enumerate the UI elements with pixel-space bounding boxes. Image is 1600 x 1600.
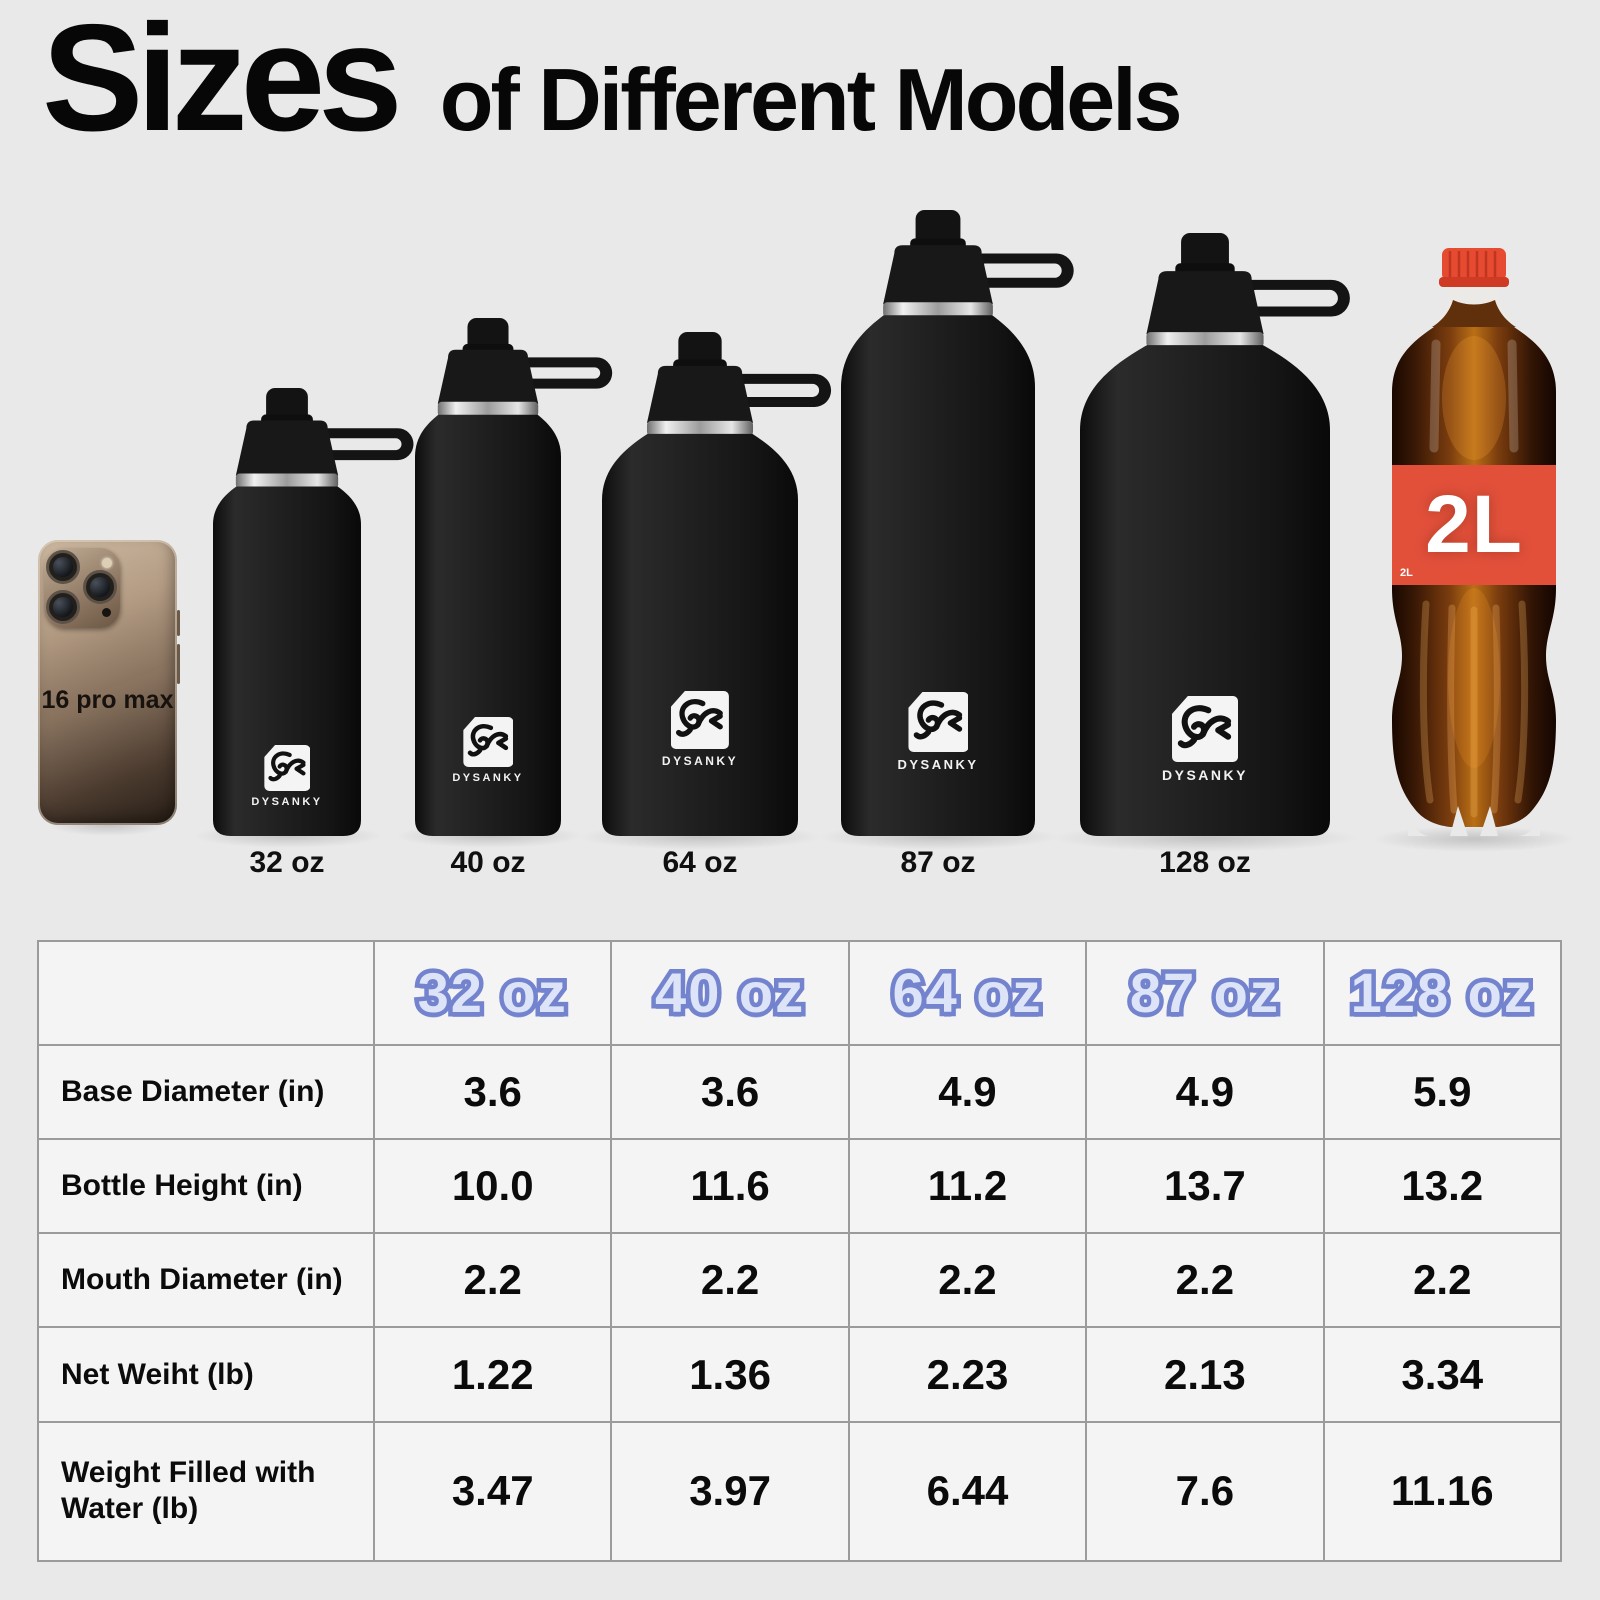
brand-logo <box>1172 696 1238 762</box>
row-label-filled-weight: Weight Filled with Water (lb) <box>37 1420 375 1563</box>
bottle-128oz: DYSANKY <box>1080 233 1350 836</box>
table-header-40oz: 40 oz 40 oz <box>610 940 850 1046</box>
brand-logo <box>907 692 968 752</box>
row-label-mouth-diameter: Mouth Diameter (in) <box>37 1232 375 1329</box>
page-title: Sizes of Different Models <box>42 0 1183 163</box>
table-cell-value: 2.2 <box>610 1232 850 1329</box>
shadow <box>1372 826 1576 852</box>
table-cell-value: 2.2 <box>1322 1232 1563 1329</box>
camera-lens-icon <box>83 570 117 604</box>
table-cell-value: 3.6 <box>372 1043 613 1141</box>
table-header-64oz: 64 oz 64 oz <box>847 940 1088 1046</box>
row-label-bottle-height: Bottle Height (in) <box>37 1138 375 1235</box>
brand-logo <box>263 745 310 791</box>
bottle-illustration <box>602 332 832 836</box>
lidar-sensor-icon <box>102 608 111 617</box>
table-cell-value: 13.7 <box>1085 1138 1325 1235</box>
row-label-base-diameter: Base Diameter (in) <box>37 1043 375 1141</box>
bottle-40oz: DYSANKY <box>415 318 613 836</box>
table-cell-value: 2.2 <box>1085 1232 1325 1329</box>
bottle-87oz: DYSANKY <box>841 210 1074 836</box>
bottle-illustration <box>415 318 613 836</box>
bottle-illustration <box>841 210 1074 836</box>
page-title-main: Sizes <box>42 0 403 163</box>
bottle-size-label-32oz: 32 oz <box>249 846 325 879</box>
table-row: Base Diameter (in) 3.6 3.6 4.9 4.9 5.9 <box>37 1043 1563 1141</box>
table-header-87oz: 87 oz 87 oz <box>1085 940 1325 1046</box>
table-cell-value: 5.9 <box>1322 1043 1563 1141</box>
table-row: Net Weiht (lb) 1.22 1.36 2.23 2.13 3.34 <box>37 1326 1563 1423</box>
table-cell-value: 2.2 <box>847 1232 1088 1329</box>
page-title-rest: of Different Models <box>439 50 1183 149</box>
table-header-32oz: 32 oz 32 oz <box>372 940 613 1046</box>
iphone-16-pro-max: 16 pro max <box>38 540 180 825</box>
size-comparison-table: 32 oz 32 oz 40 oz 40 oz 64 oz 64 oz 87 oz 87… <box>37 940 1563 1563</box>
bottle-illustration <box>1080 233 1350 836</box>
bottle-64oz: DYSANKY <box>602 332 832 836</box>
table-cell-value: 11.2 <box>847 1138 1088 1235</box>
bottle-illustration <box>213 388 414 836</box>
product-size-scene: 16 pro max DYSANKY DYSANKY DYSANKY <box>38 210 1576 879</box>
phone-side-button <box>177 610 180 636</box>
table-cell-value: 3.34 <box>1322 1326 1563 1423</box>
phone-model-label: 16 pro max <box>41 686 174 714</box>
camera-lens-icon <box>46 590 80 624</box>
table-row: Weight Filled with Water (lb) 3.47 3.97 … <box>37 1420 1563 1563</box>
camera-lens-icon <box>46 550 80 584</box>
brand-name: DYSANKY <box>1162 767 1248 783</box>
soda-size-text: 2L <box>1425 479 1523 570</box>
table-cell-value: 2.2 <box>372 1232 613 1329</box>
table-cell-value: 1.36 <box>610 1326 850 1423</box>
brand-name: DYSANKY <box>251 796 323 808</box>
table-row: Mouth Diameter (in) 2.2 2.2 2.2 2.2 2.2 <box>37 1232 1563 1329</box>
brand-logo <box>462 717 513 767</box>
camera-module <box>44 548 120 628</box>
table-cell-value: 11.16 <box>1322 1420 1563 1563</box>
bottle-size-label-87oz: 87 oz <box>900 846 976 879</box>
bottle-size-label-64oz: 64 oz <box>662 846 738 879</box>
table-row: Bottle Height (in) 10.0 11.6 11.2 13.7 1… <box>37 1138 1563 1235</box>
table-cell-value: 7.6 <box>1085 1420 1325 1563</box>
table-cell-value: 3.47 <box>372 1420 613 1563</box>
phone-side-button <box>177 644 180 684</box>
table-cell-value: 1.22 <box>372 1326 613 1423</box>
brand-name: DYSANKY <box>452 772 524 784</box>
table-cell-value: 4.9 <box>847 1043 1088 1141</box>
table-corner-cell <box>37 940 375 1046</box>
table-cell-value: 3.97 <box>610 1420 850 1563</box>
table-cell-value: 4.9 <box>1085 1043 1325 1141</box>
table-cell-value: 2.13 <box>1085 1326 1325 1423</box>
table-cell-value: 6.44 <box>847 1420 1088 1563</box>
table-cell-value: 13.2 <box>1322 1138 1563 1235</box>
brand-name: DYSANKY <box>661 754 739 768</box>
table-header-128oz: 128 oz 128 oz <box>1322 940 1563 1046</box>
brand-logo <box>671 691 729 749</box>
table-cell-value: 2.23 <box>847 1326 1088 1423</box>
table-cell-value: 10.0 <box>372 1138 613 1235</box>
camera-flash-icon <box>102 558 112 568</box>
soda-label: 2L 2L <box>1392 465 1556 585</box>
brand-name: DYSANKY <box>897 757 979 772</box>
soda-size-text-small: 2L <box>1400 567 1413 579</box>
table-cell-value: 11.6 <box>610 1138 850 1235</box>
table-cell-value: 3.6 <box>610 1043 850 1141</box>
bottle-32oz: DYSANKY <box>213 388 414 836</box>
bottle-size-label-40oz: 40 oz <box>450 846 526 879</box>
bottle-size-label-128oz: 128 oz <box>1159 846 1251 879</box>
row-label-net-weight: Net Weiht (lb) <box>37 1326 375 1423</box>
